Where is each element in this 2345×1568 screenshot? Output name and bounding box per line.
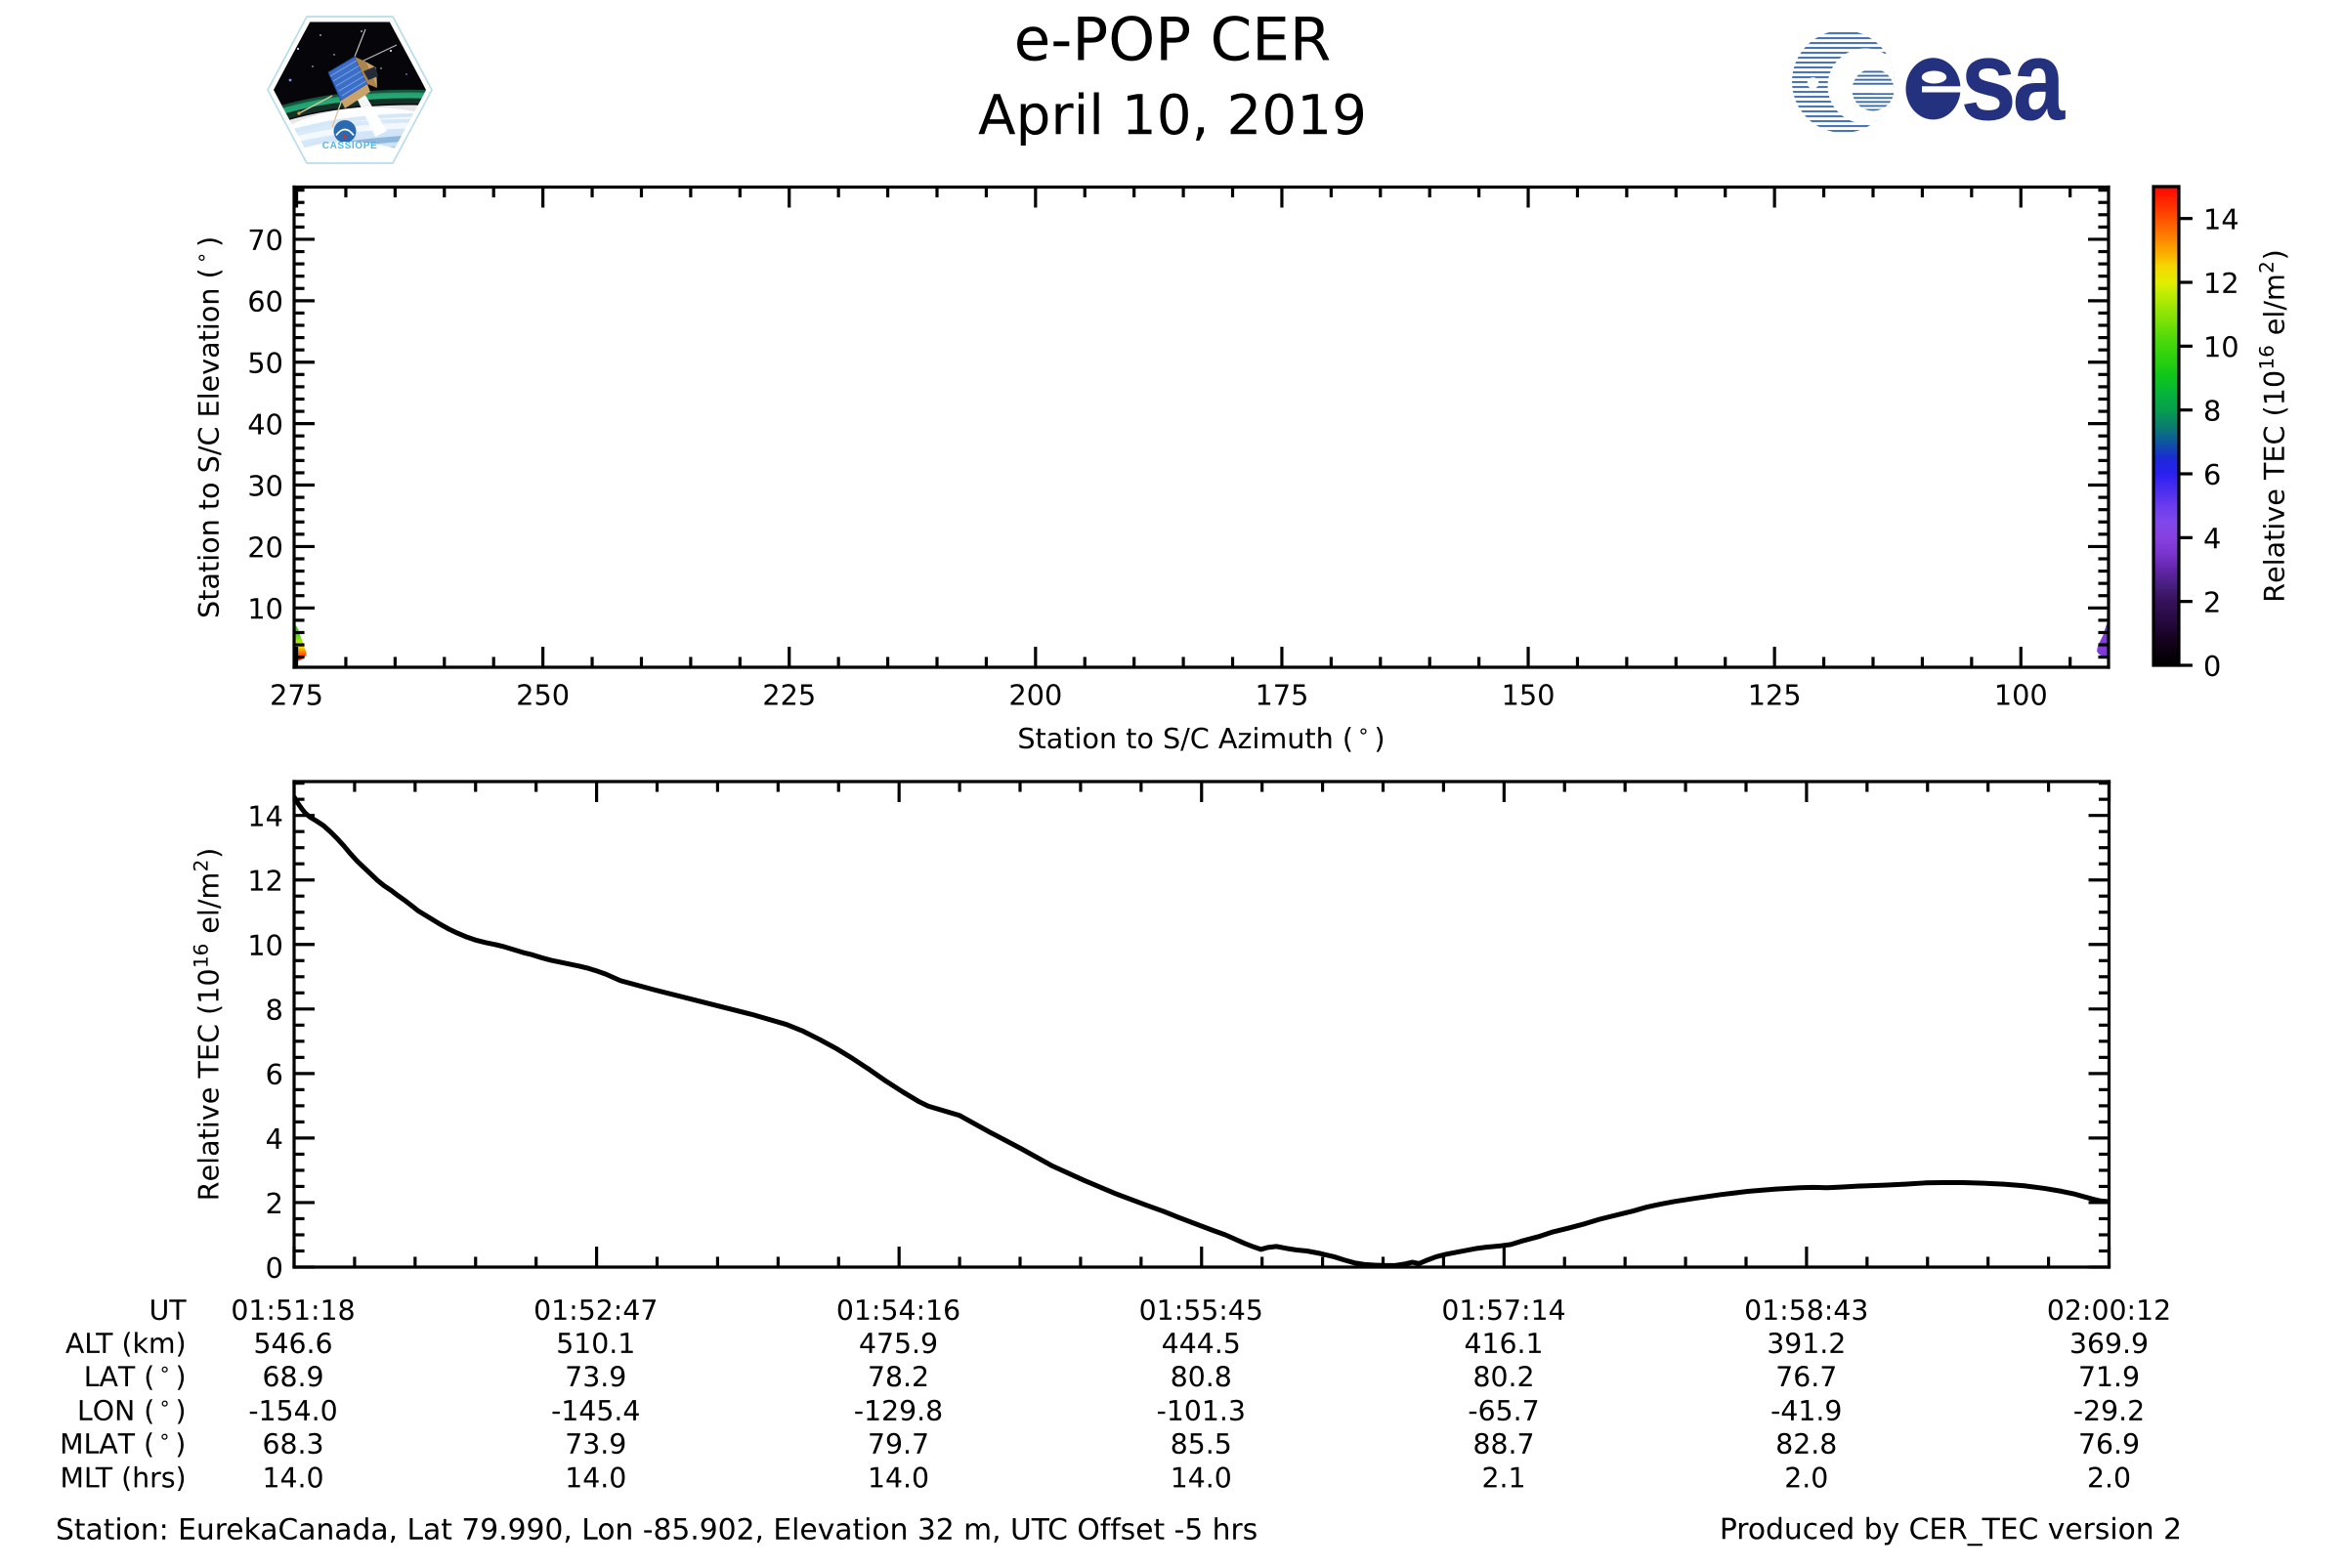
svg-text:s: s — [1961, 21, 2017, 144]
svg-text:CASSIOPE: CASSIOPE — [322, 141, 377, 151]
svg-text:a: a — [2013, 21, 2067, 144]
